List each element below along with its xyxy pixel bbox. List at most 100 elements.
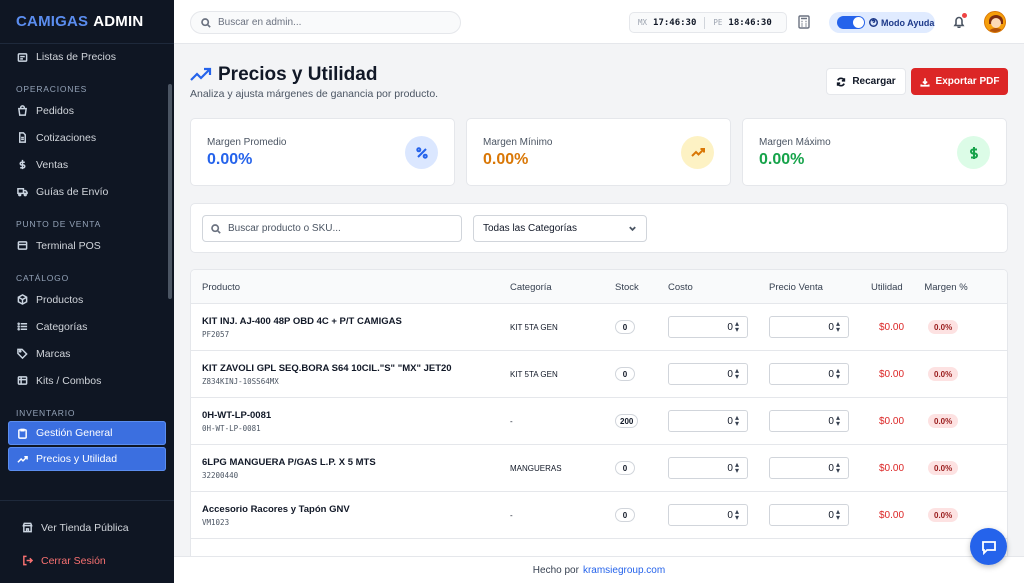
price-input[interactable]: 0 ▴ ▾ [769,504,849,526]
product-cell: 0H-WT-LP-0081 0H-WT-LP-0081 [202,398,271,444]
stock-badge: 200 [615,414,639,428]
sidebar-item-price-lists[interactable]: Listas de Precios [0,44,174,70]
clock-divider [704,16,706,29]
clock-time: 18:46:30 [728,17,772,28]
table-row[interactable]: KIT ZAVOLI GPL SEQ.BORA S64 10CIL."S" "M… [191,351,1007,398]
sidebar-item-pos[interactable]: Terminal POS [0,232,174,259]
brand-part1: CAMIGAS [16,13,89,30]
margin-cell: 0.0% [928,398,959,444]
trending-up-icon [681,136,714,169]
admin-search[interactable] [190,11,461,34]
page-subtitle: Analiza y ajusta márgenes de ganancia po… [190,88,439,100]
stepper-icon[interactable]: ▴ ▾ [835,366,840,381]
sidebar-item-prices-utility[interactable]: Precios y Utilidad [8,447,166,471]
main-content: Precios y Utilidad Analiza y ajusta márg… [174,44,1024,583]
logout-button[interactable]: Cerrar Sesión [0,544,174,577]
sidebar-item-label: Precios y Utilidad [36,453,118,465]
sidebar-item-label: Gestión General [36,427,113,439]
price-value: 0 [828,321,834,333]
product-search-input[interactable] [228,223,458,234]
store-icon [22,522,33,533]
cost-cell: 0 ▴ ▾ [668,398,748,444]
view-store-label: Ver Tienda Pública [41,521,129,534]
price-value: 0 [828,415,834,427]
help-switch[interactable] [837,16,865,29]
sidebar-item-categories[interactable]: Categorías [0,313,174,340]
help-circle-icon [869,18,878,27]
product-name: 0H-WT-LP-0081 [202,409,272,421]
product-cell: 6LPG MANGUERA P/GAS L.P. X 5 MTS 3220044… [202,445,376,491]
avatar[interactable] [984,11,1006,33]
section-title: CATÁLOGO [16,273,70,283]
stat-value: 0.00% [483,151,529,168]
sidebar-nav: Listas de Precios OPERACIONES Pedidos Co… [0,44,174,500]
price-input[interactable]: 0 ▴ ▾ [769,363,849,385]
price-input[interactable]: 0 ▴ ▾ [769,457,849,479]
footer-link[interactable]: kramsiegroup.com [582,564,666,576]
price-cell: 0 ▴ ▾ [769,492,849,538]
sidebar-item-label: Marcas [36,347,71,360]
utility-value: $0.00 [879,321,905,333]
notifications-bell-icon[interactable] [953,13,967,29]
help-mode-toggle[interactable]: Modo Ayuda [829,12,935,33]
table-row[interactable]: 0H-WT-LP-0081 0H-WT-LP-0081 - 200 0 ▴ ▾ 0… [191,398,1007,445]
sidebar-item-sales[interactable]: Ventas [0,151,174,178]
sidebar-item-label: Ventas [36,158,69,171]
table-row[interactable]: KIT INJ. AJ-400 48P OBD 4C + P/T CAMIGAS… [191,304,1007,351]
brand-part2: ADMIN [93,13,144,30]
sidebar-item-quotes[interactable]: Cotizaciones [0,124,174,151]
cost-input[interactable]: 0 ▴ ▾ [668,457,748,479]
cost-input[interactable]: 0 ▴ ▾ [668,316,748,338]
price-input[interactable]: 0 ▴ ▾ [769,410,849,432]
sidebar-scrollbar[interactable] [168,84,172,299]
sidebar-item-kits[interactable]: Kits / Combos [0,367,174,394]
logout-icon [23,555,33,566]
cost-input[interactable]: 0 ▴ ▾ [668,504,748,526]
sidebar-item-products[interactable]: Productos [0,286,174,313]
calculator-icon[interactable] [798,15,810,29]
cost-input[interactable]: 0 ▴ ▾ [668,410,748,432]
section-title: INVENTARIO [16,408,76,418]
section-title: OPERACIONES [16,84,88,94]
margin-badge: 0.0% [928,508,959,522]
stock-cell: 200 [615,398,639,444]
sidebar-item-label: Productos [36,293,84,306]
stepper-icon[interactable]: ▴ ▾ [835,319,840,334]
product-sku: Z834KINJ-10SS64MX [202,376,279,386]
sidebar-item-inventory-general[interactable]: Gestión General [8,421,166,445]
stepper-icon[interactable]: ▴ ▾ [734,413,739,428]
export-pdf-button[interactable]: Exportar PDF [911,68,1008,95]
stepper-icon[interactable]: ▴ ▾ [835,413,840,428]
stat-label: Margen Máximo [759,137,831,148]
cost-value: 0 [727,462,733,474]
view-store-link[interactable]: Ver Tienda Pública [0,511,174,544]
sidebar: CAMIGAS ADMIN Listas de Precios OPERACIO… [0,0,174,583]
chat-button[interactable] [970,528,1007,565]
stat-label: Margen Mínimo [483,137,553,148]
price-input[interactable]: 0 ▴ ▾ [769,316,849,338]
sidebar-item-brands[interactable]: Marcas [0,340,174,367]
brand-logo[interactable]: CAMIGAS ADMIN [0,0,174,44]
stepper-icon[interactable]: ▴ ▾ [835,460,840,475]
table-row[interactable]: Accesorio Racores y Tapón GNV VM1023 - 0… [191,492,1007,539]
filters-bar: Todas las Categorías [190,203,1008,253]
product-search[interactable] [202,215,462,242]
category-select[interactable]: Todas las Categorías [473,215,647,242]
cost-input[interactable]: 0 ▴ ▾ [668,363,748,385]
clock-code: PE [713,18,723,27]
cost-cell: 0 ▴ ▾ [668,304,748,350]
clock-pe: PE 18:46:30 [705,18,779,28]
layers-icon [17,376,28,385]
stepper-icon[interactable]: ▴ ▾ [734,460,739,475]
stepper-icon[interactable]: ▴ ▾ [734,319,739,334]
list-icon [17,322,28,331]
sidebar-item-shipping[interactable]: Guías de Envío [0,178,174,205]
header-cost: Costo [668,281,693,293]
stepper-icon[interactable]: ▴ ▾ [734,366,739,381]
stepper-icon[interactable]: ▴ ▾ [835,507,840,522]
sidebar-item-orders[interactable]: Pedidos [0,97,174,124]
table-row[interactable]: 6LPG MANGUERA P/GAS L.P. X 5 MTS 3220044… [191,445,1007,492]
stepper-icon[interactable]: ▴ ▾ [734,507,739,522]
admin-search-input[interactable] [218,17,438,28]
reload-button[interactable]: Recargar [826,68,906,95]
